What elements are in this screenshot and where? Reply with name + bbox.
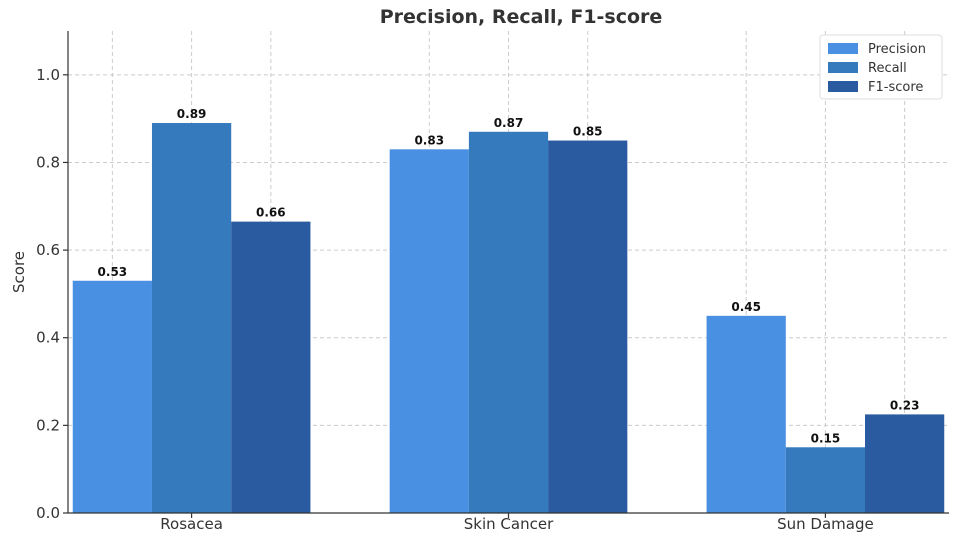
y-tick-label: 0.2 [36,416,60,434]
y-tick-label: 0.0 [36,504,60,522]
bar-value-label: 0.66 [256,206,286,220]
y-tick-label: 0.6 [36,241,60,259]
y-tick-label: 1.0 [36,66,60,84]
y-axis-label: Score [10,251,28,293]
legend-label: Precision [868,42,926,57]
bar-value-label: 0.23 [890,398,920,412]
bar-value-label: 0.15 [811,431,841,445]
chart-title: Precision, Recall, F1-score [380,6,663,28]
x-tick-label: Skin Cancer [464,515,554,533]
bar-value-label: 0.45 [731,300,761,314]
bar-value-label: 0.53 [98,265,128,279]
bar-recall-sun-damage [785,447,866,513]
bar-precision-sun-damage [706,315,786,513]
legend-label: F1-score [868,80,923,95]
bar-f1-score-skin-cancer [548,140,628,513]
bar-precision-skin-cancer [389,149,469,514]
data-labels: 0.53 0.83 0.45 0.89 0.87 0.15 0.66 0.85 0.23 [98,107,920,445]
bar-f1-score-sun-damage [865,414,945,513]
legend-swatch [828,62,858,73]
bars [72,123,945,514]
bar-value-label: 0.87 [494,116,524,130]
bar-precision-rosacea [72,280,152,513]
bar-value-label: 0.83 [414,133,444,147]
bar-value-label: 0.85 [573,125,603,139]
bar-f1-score-rosacea [231,221,311,514]
legend-swatch [828,81,858,92]
legend-label: Recall [868,61,907,76]
y-tick-label: 0.8 [36,153,60,171]
axes: 0.0 0.2 0.4 0.6 0.8 1.0 Rosacea Skin Cancer Sun … [36,31,949,533]
bar-recall-skin-cancer [468,131,549,514]
x-tick-label: Sun Damage [777,515,874,533]
bar-value-label: 0.89 [177,107,207,121]
legend: Precision Recall F1-score [819,34,943,100]
x-tick-label: Rosacea [160,515,223,533]
bar-recall-rosacea [151,123,232,513]
y-tick-label: 0.4 [36,329,60,347]
legend-swatch [828,43,858,54]
